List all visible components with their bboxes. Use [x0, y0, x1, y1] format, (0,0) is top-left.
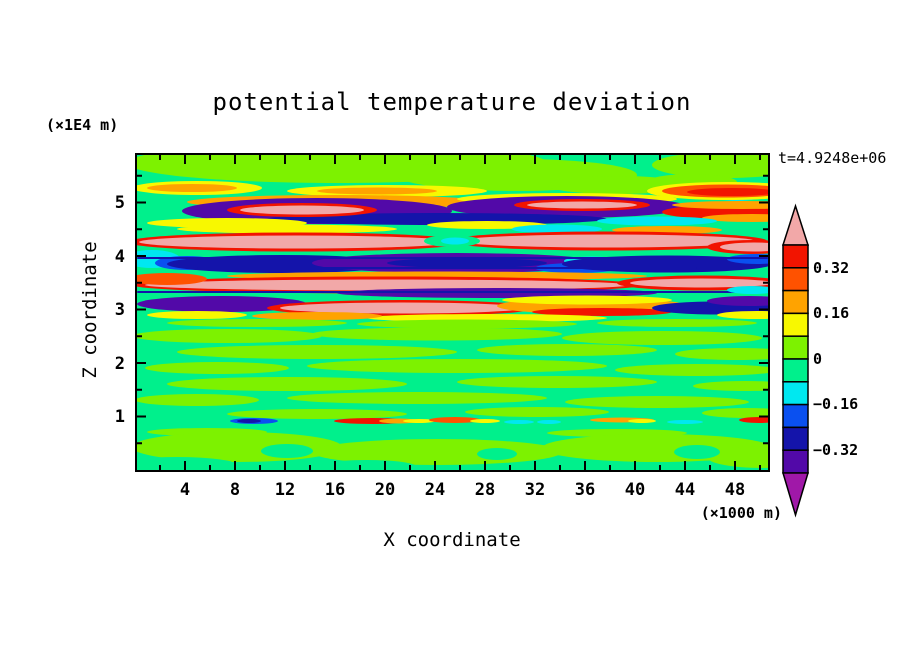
x-tick-label: 24	[424, 480, 446, 500]
colorbar	[781, 203, 810, 518]
x-tick-label: 32	[524, 480, 546, 500]
colorbar-tick-label: −0.32	[813, 441, 859, 459]
contour-field	[137, 155, 768, 470]
x-tick-label: 4	[179, 480, 191, 500]
colorbar-tick-label: −0.16	[813, 395, 859, 413]
time-annotation: t=4.9248e+06	[778, 149, 887, 167]
x-tick-label: 40	[624, 480, 646, 500]
x-tick-label: 44	[674, 480, 696, 500]
chart-title: potential temperature deviation	[212, 88, 692, 116]
x-tick-label: 28	[474, 480, 496, 500]
colorbar-tick-label: 0.16	[813, 304, 850, 322]
x-axis-title: X coordinate	[383, 529, 521, 551]
x-tick-label: 48	[724, 480, 746, 500]
x-tick-label: 20	[374, 480, 396, 500]
x-tick-label: 16	[324, 480, 346, 500]
y-tick-label: 1	[114, 407, 125, 427]
x-axis-unit-label: (×1000 m)	[700, 504, 782, 522]
y-tick-label: 5	[114, 193, 125, 213]
x-tick-label: 36	[574, 480, 596, 500]
colorbar-tick-label: 0.32	[813, 259, 850, 277]
x-tick-label: 12	[274, 480, 296, 500]
x-tick-label: 8	[229, 480, 241, 500]
contour-plot-area	[135, 153, 770, 472]
y-axis-unit-label: (×1E4 m)	[46, 116, 119, 134]
y-axis-title: Z coordinate	[79, 241, 101, 379]
